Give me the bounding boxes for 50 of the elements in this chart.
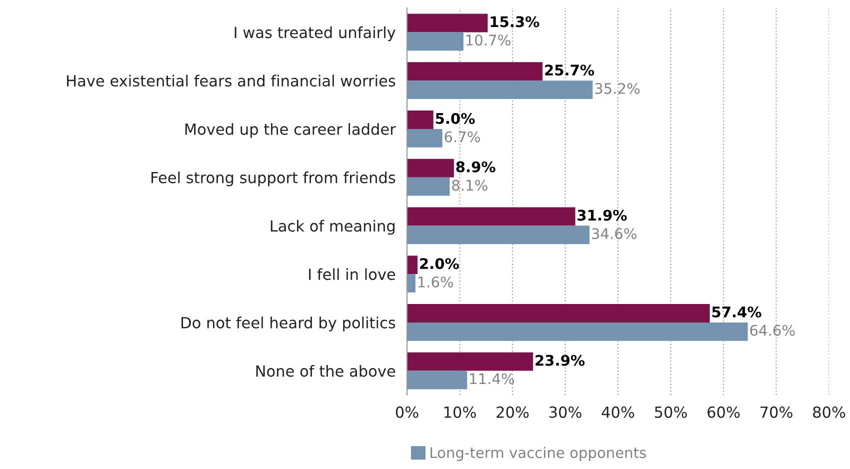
bar xyxy=(407,32,464,51)
bar xyxy=(407,128,442,148)
data-label: 25.7% xyxy=(545,64,594,76)
data-label: 10.7% xyxy=(466,34,510,46)
data-label: 8.1% xyxy=(452,180,488,191)
data-label: 31.9% xyxy=(578,210,627,221)
x-tick-label: 80% xyxy=(813,406,846,418)
x-tick-label: 70% xyxy=(760,406,792,418)
data-label: 5.0% xyxy=(436,112,475,124)
bar xyxy=(407,80,593,99)
data-label: 1.6% xyxy=(418,276,454,288)
data-label: 64.6% xyxy=(750,324,795,336)
bar xyxy=(407,158,454,178)
bar xyxy=(407,62,543,81)
x-tick-label: 30% xyxy=(549,406,582,418)
bar xyxy=(407,274,416,292)
x-tick-label: 10% xyxy=(444,406,476,418)
x-tick-label: 40% xyxy=(602,406,634,418)
y-tick-label: Lack of meaning xyxy=(270,220,394,235)
data-label: 35.2% xyxy=(595,82,640,94)
x-tick-label: 20% xyxy=(496,406,529,418)
data-label: 23.9% xyxy=(536,354,585,366)
bar xyxy=(407,304,710,322)
data-label: 11.4% xyxy=(470,373,514,384)
x-tick-label: 50% xyxy=(654,406,687,418)
y-tick-label: I fell in love xyxy=(309,268,396,280)
bar xyxy=(407,14,488,32)
bar xyxy=(407,370,468,390)
data-label: 8.9% xyxy=(456,161,496,172)
data-label: 2.0% xyxy=(420,258,459,270)
y-tick-label: I was treated unfairly xyxy=(234,26,396,42)
y-tick-label: Do not feel heard by politics xyxy=(182,316,396,332)
y-tick-label: Have existential fears and financial worries xyxy=(67,74,396,87)
y-tick-label: Moved up the career ladder xyxy=(185,123,396,138)
x-tick-label: 0% xyxy=(396,406,418,418)
y-tick-label: Feel strong support from friends xyxy=(152,172,396,186)
y-tick-label: None of the above xyxy=(256,365,396,377)
bar xyxy=(407,177,450,196)
bar xyxy=(407,207,576,226)
x-tick-label: 60% xyxy=(708,406,740,418)
bar xyxy=(407,322,748,341)
bar xyxy=(407,110,434,129)
data-label: 34.6% xyxy=(592,228,636,240)
data-label: 57.4% xyxy=(712,306,762,318)
legend-label: Long-term vaccine opponents xyxy=(430,446,646,461)
data-label: 15.3% xyxy=(490,16,540,28)
bar xyxy=(407,352,534,371)
bar xyxy=(407,226,590,244)
data-label: 6.7% xyxy=(444,131,480,142)
bar xyxy=(407,256,418,274)
